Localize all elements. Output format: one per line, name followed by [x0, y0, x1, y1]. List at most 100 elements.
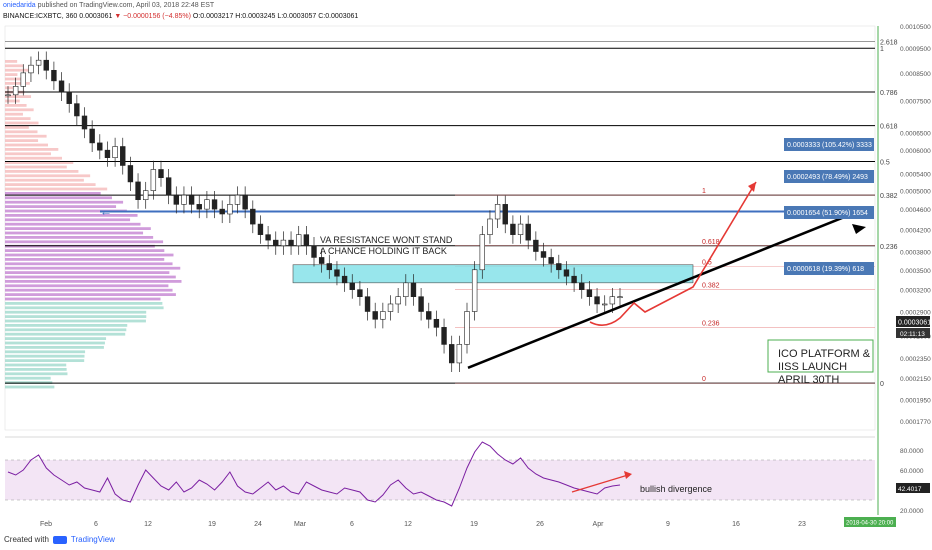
volume-bar — [5, 249, 165, 252]
volume-bar — [5, 240, 164, 244]
candle-body — [295, 234, 302, 247]
volume-bar — [5, 381, 53, 384]
footer: Created with TradingView — [4, 535, 115, 544]
candle-body — [494, 204, 501, 220]
price-tick-label: 0.0003500 — [900, 268, 931, 275]
volume-bar — [5, 310, 147, 314]
candle-body — [242, 194, 248, 210]
volume-bar — [5, 332, 126, 336]
volume-bar — [5, 236, 154, 239]
volume-bar — [5, 297, 161, 301]
price-tick-label: 0.0004200 — [900, 227, 931, 234]
last-price-box — [896, 316, 930, 327]
candle-body — [250, 208, 256, 225]
projection-arrow — [589, 181, 757, 326]
volume-bar — [5, 306, 164, 310]
candle-body — [579, 282, 585, 290]
publish-text: published on TradingView.com, April 03, … — [37, 2, 215, 9]
volume-bar — [5, 266, 181, 270]
candle-body — [28, 64, 34, 74]
volume-bar — [5, 372, 68, 376]
retracement-label: 1 — [702, 188, 706, 195]
price-callout-label: 0.0000618 (19.39%) 618 — [787, 266, 864, 273]
candle-body — [97, 142, 103, 151]
candle-body — [349, 282, 355, 290]
candle-body — [372, 311, 378, 320]
candle-body — [448, 344, 455, 364]
price-tick-label: 0.0002350 — [900, 356, 931, 363]
candles — [5, 51, 623, 372]
price-tick-label: 0.0003200 — [900, 288, 931, 295]
time-tick-label: Apr — [593, 521, 605, 528]
username-link[interactable]: oniedarida — [3, 2, 36, 9]
rsi-line — [7, 441, 621, 507]
volume-profile — [5, 60, 182, 389]
candle-body — [150, 169, 157, 191]
retracement-label: 0 — [702, 376, 706, 383]
volume-bar — [5, 126, 29, 129]
volume-bar — [5, 192, 101, 195]
price-callout-box — [784, 170, 874, 183]
price-tick-label: 0.0002900 — [900, 309, 931, 316]
candle-body — [410, 282, 417, 297]
volume-bar — [5, 60, 18, 63]
price-tick-label: 0.0001770 — [900, 419, 931, 426]
volume-bar — [5, 350, 86, 354]
volume-bar — [5, 200, 124, 204]
volume-bar — [5, 231, 144, 235]
candle-body — [89, 128, 95, 144]
candle-body — [120, 146, 126, 166]
candle-body — [311, 245, 317, 258]
candle-body — [143, 190, 149, 200]
time-tick-label: Mar — [294, 521, 307, 528]
tradingview-link[interactable]: TradingView — [70, 535, 115, 544]
volume-bar — [5, 148, 59, 151]
candle-body — [464, 311, 470, 345]
date-label-box — [844, 517, 896, 527]
candle-body — [181, 194, 187, 205]
fib-level-label: 0.786 — [880, 90, 898, 97]
candle-body — [326, 263, 332, 271]
candle-body — [135, 181, 141, 200]
volume-bar — [5, 196, 112, 200]
rsi-last-box — [896, 483, 930, 493]
candle-body — [58, 80, 65, 93]
candle-body — [479, 234, 485, 271]
countdown-box — [896, 328, 930, 338]
volume-bar — [5, 359, 85, 362]
candle-body — [395, 296, 401, 305]
candle-body — [609, 296, 616, 305]
candle-body — [303, 234, 310, 247]
symbol-info: BINANCE:ICXBTC, 360 0.0003061 ▼ −0.00001… — [3, 13, 358, 20]
retracement-label: 0.236 — [702, 320, 720, 327]
volume-bar — [5, 218, 131, 222]
candle-body — [188, 194, 195, 205]
price-tick-label: 0.0006500 — [900, 130, 931, 137]
candle-body — [127, 165, 134, 183]
candle-body — [219, 208, 225, 215]
volume-bar — [5, 112, 23, 116]
time-tick-label: 6 — [350, 521, 354, 528]
candle-body — [548, 257, 554, 264]
volume-bar — [5, 121, 39, 125]
volume-bar — [5, 271, 170, 274]
price-tick-label: 0.0008500 — [900, 71, 931, 78]
va-annotation-line2: A CHANCE HOLDING IT BACK — [320, 246, 447, 256]
trend-arrow-icon — [852, 224, 866, 234]
candle-body — [586, 289, 593, 297]
volume-bar — [5, 143, 48, 147]
candle-body — [380, 311, 386, 320]
candle-body — [510, 223, 516, 235]
volume-bar — [5, 139, 39, 142]
candle-body — [517, 223, 524, 235]
last-price: 0.0003061 — [79, 13, 113, 20]
volume-bar — [5, 222, 141, 226]
divergence-arrow — [571, 474, 629, 493]
candle-body — [265, 234, 271, 241]
rsi-tick-label: 20.0000 — [900, 508, 924, 515]
candle-body — [533, 239, 539, 252]
candle-body — [227, 204, 233, 215]
volume-bar — [5, 104, 27, 107]
time-tick-label: 19 — [208, 521, 216, 528]
